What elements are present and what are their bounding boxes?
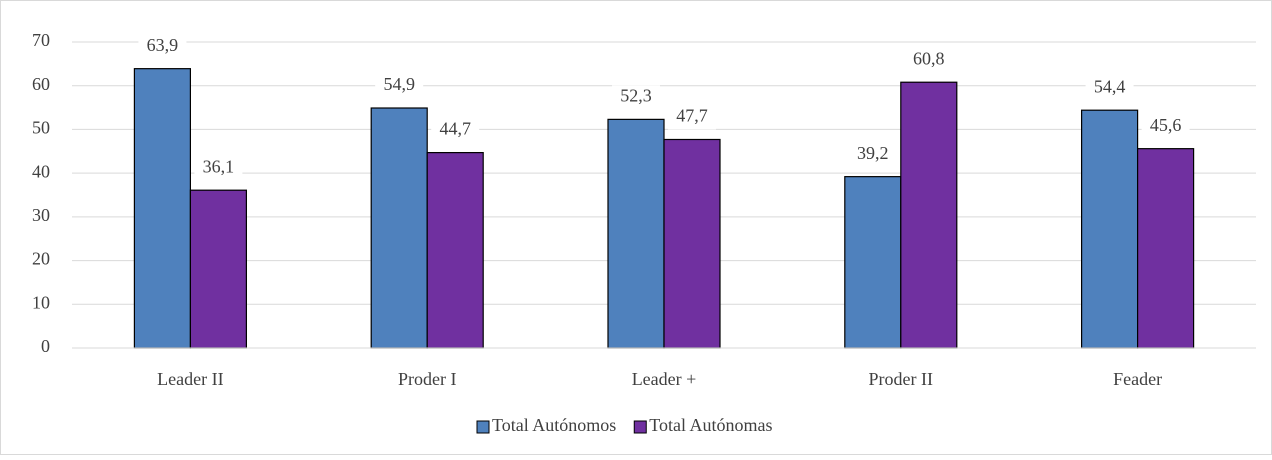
bar [426, 151, 484, 349]
value-label-bg [431, 118, 480, 143]
value-label: 52,3 [620, 85, 652, 105]
value-label-bg [138, 34, 187, 59]
value-label: 60,8 [913, 48, 945, 68]
y-tick-label: 0 [41, 336, 50, 356]
value-label: 36,1 [203, 156, 235, 176]
bar [133, 68, 191, 349]
y-tick-label: 40 [32, 161, 50, 181]
x-tick-label: Leader II [157, 369, 223, 389]
value-label-bg [194, 156, 243, 181]
legend-label: Total Autónomas [649, 415, 772, 435]
value-label-bg [668, 105, 716, 130]
bar [1080, 109, 1139, 349]
value-label-bg [848, 142, 897, 167]
value-label-bg [612, 85, 660, 110]
value-label: 54,4 [1094, 76, 1126, 96]
x-tick-label: Feader [1113, 369, 1162, 389]
bar [607, 118, 665, 349]
value-label-bg [375, 74, 424, 99]
x-tick-label: Leader + [632, 369, 697, 389]
value-label: 45,6 [1150, 115, 1182, 135]
bar [844, 176, 902, 349]
bar [189, 189, 247, 349]
legend-swatch [476, 420, 490, 434]
value-label-bg [904, 48, 953, 73]
y-tick-label: 60 [32, 74, 50, 94]
y-tick-label: 50 [32, 118, 50, 138]
value-label: 39,2 [857, 143, 889, 163]
value-label: 54,9 [383, 74, 415, 94]
value-label-bg [1085, 76, 1134, 101]
bar [370, 107, 428, 349]
value-label: 44,7 [439, 119, 471, 139]
value-label: 47,7 [676, 106, 708, 126]
x-tick-label: Proder II [869, 369, 933, 389]
bar [663, 138, 721, 349]
y-tick-label: 70 [32, 30, 50, 50]
bar [900, 81, 958, 349]
legend-label: Total Autónomos [492, 415, 616, 435]
y-tick-label: 20 [32, 249, 50, 269]
bar [1136, 148, 1195, 349]
y-tick-label: 10 [32, 292, 50, 312]
legend-swatch [633, 420, 647, 434]
value-label: 63,9 [147, 35, 179, 55]
x-tick-label: Proder I [398, 369, 456, 389]
value-label-bg [1141, 114, 1190, 139]
y-tick-label: 30 [32, 205, 50, 225]
